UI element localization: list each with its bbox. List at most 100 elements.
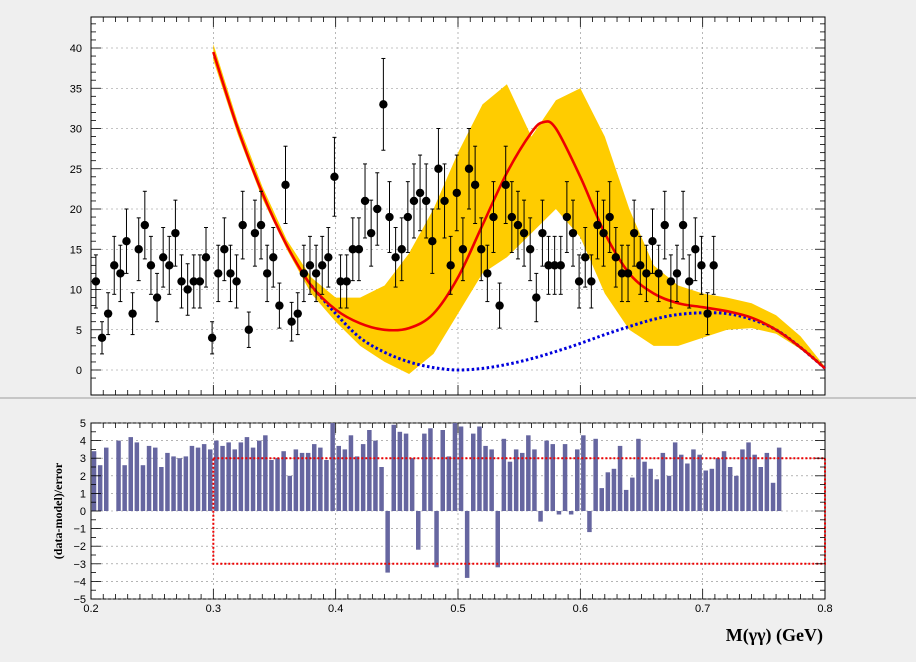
point-marker — [519, 228, 529, 238]
residual-bar — [318, 447, 323, 511]
bottom-axes: −5 −4 −3 −2 −1 0 1 2 3 4 5 0.2 0.3 0.4 0.5 0.6 0.7 0.8 — [73, 418, 832, 615]
data-point — [122, 208, 131, 274]
data-point — [464, 128, 474, 210]
point-marker — [434, 164, 443, 173]
point-marker — [691, 245, 700, 254]
point-marker — [360, 196, 370, 206]
bottom-x-tick-label: 0.5 — [450, 603, 465, 615]
residual-bar — [483, 445, 488, 511]
data-point — [525, 217, 535, 282]
point-marker — [220, 245, 229, 254]
residual-bar — [299, 452, 305, 511]
residual-bar — [581, 435, 586, 511]
point-marker — [672, 269, 682, 278]
point-marker — [373, 204, 382, 214]
data-point — [324, 227, 333, 288]
data-point — [171, 199, 180, 267]
point-marker — [446, 261, 455, 270]
residual-bar — [452, 423, 458, 511]
point-marker — [538, 228, 547, 238]
point-marker — [171, 228, 180, 238]
data-point — [562, 181, 572, 253]
top-y-tick-label: 20 — [70, 204, 82, 216]
data-point — [623, 244, 633, 303]
data-point — [470, 145, 480, 224]
residual-bar — [672, 442, 678, 511]
data-point — [250, 199, 260, 267]
residual-bar — [477, 426, 482, 511]
point-marker — [629, 228, 639, 238]
residual-bar — [385, 511, 390, 573]
point-marker — [207, 333, 217, 342]
data-point — [262, 244, 272, 303]
residual-bar — [709, 468, 715, 511]
data-point — [648, 208, 657, 274]
residual-bar — [391, 424, 396, 511]
point-marker — [97, 333, 107, 342]
residual-bar — [195, 447, 201, 511]
point-marker — [623, 269, 633, 278]
point-marker — [293, 309, 302, 318]
residual-bar — [263, 435, 268, 511]
point-marker — [440, 196, 449, 206]
data-point — [97, 321, 107, 355]
point-marker — [568, 228, 578, 238]
data-point — [152, 272, 162, 323]
point-marker — [605, 212, 614, 222]
point-marker — [501, 180, 510, 190]
data-point — [458, 217, 468, 282]
data-point — [103, 292, 113, 336]
point-marker — [342, 277, 351, 286]
point-marker — [581, 253, 590, 262]
bottom-x-tick-label: 0.8 — [817, 603, 832, 615]
residual-bar — [238, 442, 244, 511]
point-marker — [122, 237, 131, 246]
data-point — [244, 311, 254, 348]
residual-bar — [434, 511, 439, 568]
residual-bar — [287, 475, 292, 511]
point-marker — [354, 245, 364, 254]
data-point — [636, 235, 645, 295]
residual-bar — [758, 467, 763, 511]
residual-bar — [562, 444, 568, 511]
point-marker — [483, 269, 492, 278]
data-point — [165, 235, 174, 295]
bottom-y-tick-label: 0 — [80, 506, 86, 518]
residual-bar — [630, 477, 635, 511]
residual-bar — [257, 440, 262, 511]
data-point — [446, 235, 455, 295]
residual-bar — [269, 460, 274, 511]
data-point — [189, 254, 198, 309]
data-point — [617, 244, 627, 303]
data-point — [311, 244, 321, 303]
point-marker — [685, 277, 694, 286]
residual-bar — [354, 456, 360, 511]
point-marker — [250, 228, 260, 238]
data-point — [544, 235, 553, 295]
point-marker — [556, 261, 565, 270]
top-y-tick-label: 40 — [70, 43, 82, 55]
data-point — [275, 282, 284, 329]
point-marker — [244, 325, 254, 334]
data-point — [703, 292, 712, 336]
point-marker — [532, 293, 541, 302]
residual-bar — [593, 438, 598, 511]
data-point — [354, 217, 364, 282]
data-point — [507, 181, 517, 253]
point-marker — [152, 293, 162, 302]
residual-bar — [336, 445, 341, 511]
point-marker — [165, 261, 174, 270]
point-marker — [703, 309, 712, 318]
point-marker — [574, 277, 584, 286]
data-point — [220, 217, 229, 282]
point-marker — [348, 245, 357, 254]
point-marker — [709, 261, 718, 270]
residual-bar — [617, 445, 623, 511]
bottom-y-tick-label: 1 — [80, 488, 86, 500]
data-point — [581, 227, 590, 288]
bottom-y-tick-label: −5 — [73, 594, 86, 606]
data-point — [709, 235, 718, 295]
residual-bar — [764, 452, 770, 511]
residual-bar — [416, 511, 421, 550]
residual-bar — [305, 452, 311, 511]
